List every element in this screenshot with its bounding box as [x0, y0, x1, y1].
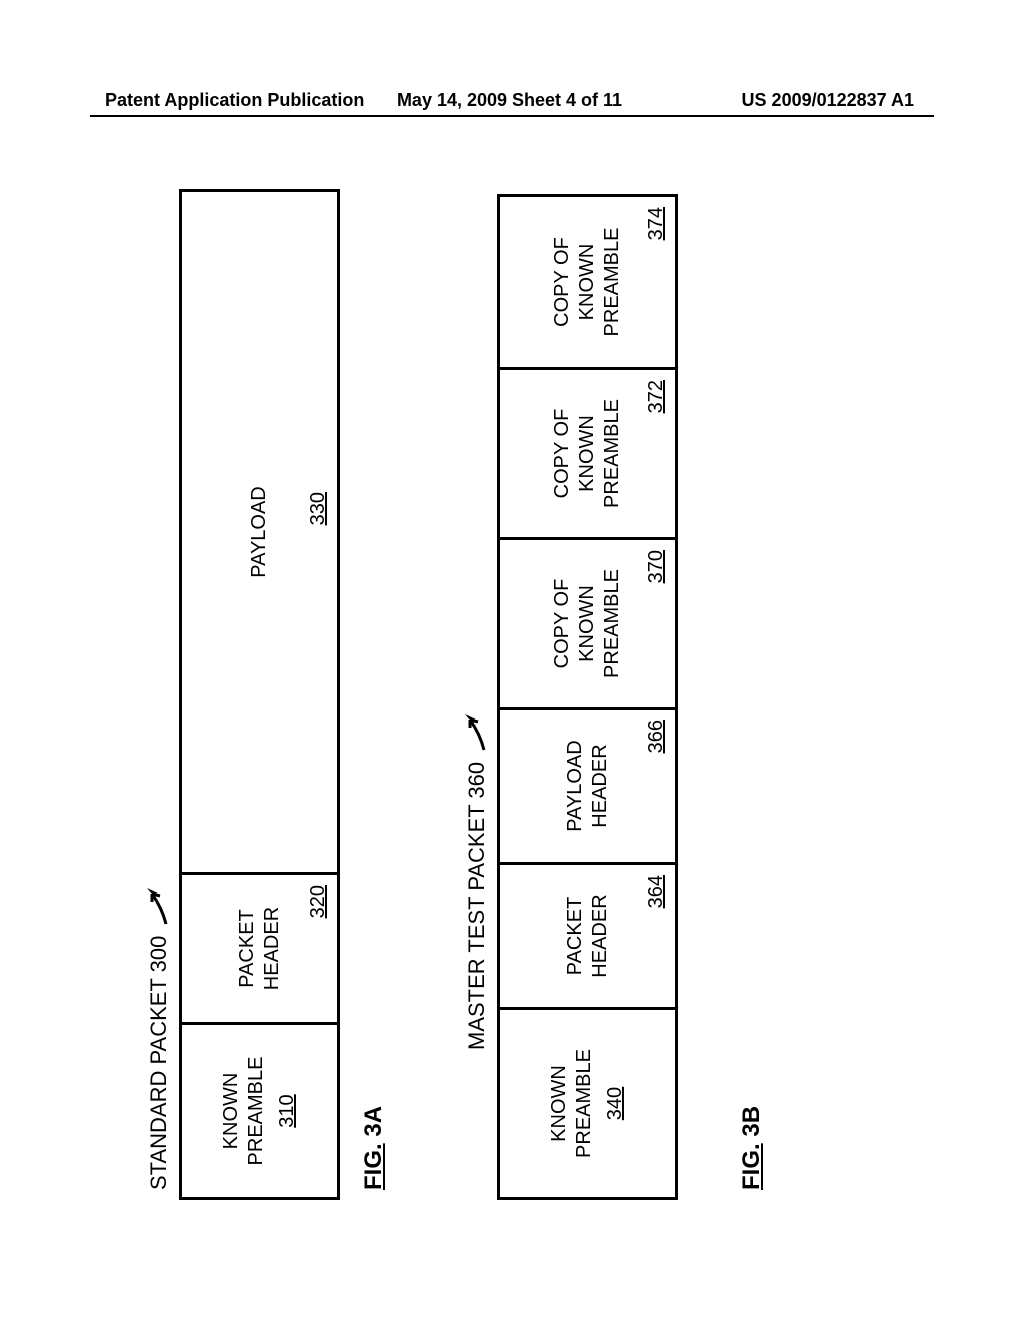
master-test-packet-cell-5: COPY OFKNOWNPREAMBLE 374	[500, 197, 675, 367]
spacer	[388, 140, 458, 1200]
standard-packet-cell-1-label: PACKETHEADER	[235, 907, 285, 990]
master-test-packet-cell-5-label: COPY OFKNOWNPREAMBLE	[550, 228, 625, 337]
fig-a-label-num: 3A	[360, 1106, 387, 1137]
master-test-packet-cell-2: PAYLOADHEADER 366	[500, 707, 675, 862]
fig-a-label-prefix: FIG.	[360, 1143, 387, 1190]
figure-content: STANDARD PACKET 300 KNOWNPREAMBLE310PACK…	[140, 140, 840, 1200]
master-test-packet-cell-4-label: COPY OFKNOWNPREAMBLE	[550, 399, 625, 508]
master-test-packet-cell-1: PACKETHEADER 364	[500, 862, 675, 1007]
standard-packet-cell-0-ref: 310	[275, 1094, 300, 1127]
doc-header: Patent Application Publication May 14, 2…	[0, 90, 1024, 111]
standard-packet-cell-0: KNOWNPREAMBLE310	[182, 1022, 337, 1197]
fig-b-label: FIG. 3B	[738, 140, 766, 1190]
master-test-packet: KNOWNPREAMBLE340 PACKETHEADER 364 PAYLOADHE…	[497, 194, 678, 1200]
master-test-packet-cell-3-label: COPY OFKNOWNPREAMBLE	[550, 569, 625, 678]
master-test-packet-cell-2-label: PAYLOADHEADER	[563, 740, 613, 832]
master-test-packet-cell-0-ref: 340	[603, 1087, 628, 1120]
arrow-icon	[144, 882, 177, 926]
header-left: Patent Application Publication	[105, 90, 375, 111]
standard-packet-cell-2-ref: 330	[306, 492, 331, 525]
master-test-packet-cell-3: COPY OFKNOWNPREAMBLE 370	[500, 537, 675, 707]
standard-packet-cell-1: PACKETHEADER 320	[182, 872, 337, 1022]
fig-a-title: STANDARD PACKET 300	[146, 936, 171, 1190]
master-test-packet-cell-1-ref: 364	[644, 875, 669, 908]
fig-a-label: FIG. 3A	[360, 140, 388, 1190]
header-right: US 2009/0122837 A1	[644, 90, 914, 111]
standard-packet-cell-1-ref: 320	[306, 885, 331, 918]
master-test-packet-cell-0: KNOWNPREAMBLE340	[500, 1007, 675, 1197]
master-test-packet-cell-4: COPY OFKNOWNPREAMBLE 372	[500, 367, 675, 537]
fig-b-title: MASTER TEST PACKET 360	[464, 762, 489, 1050]
master-test-packet-cell-0-label: KNOWNPREAMBLE	[547, 1049, 597, 1158]
arrow-icon	[462, 708, 495, 752]
fig-b-title-row: MASTER TEST PACKET 360	[458, 140, 491, 1050]
header-rule	[90, 115, 934, 117]
page: Patent Application Publication May 14, 2…	[0, 0, 1024, 1320]
standard-packet: KNOWNPREAMBLE310 PACKETHEADER 320 PAYLOAD 33…	[179, 189, 340, 1200]
header-center: May 14, 2009 Sheet 4 of 11	[375, 90, 645, 111]
fig-b-label-num: 3B	[738, 1106, 765, 1137]
standard-packet-cell-0-label: KNOWNPREAMBLE	[219, 1057, 269, 1166]
figure-rotated-area: STANDARD PACKET 300 KNOWNPREAMBLE310PACK…	[0, 320, 1020, 1020]
fig-b-label-prefix: FIG.	[738, 1143, 765, 1190]
standard-packet-cell-2-label: PAYLOAD	[247, 486, 272, 578]
master-test-packet-cell-1-label: PACKETHEADER	[563, 894, 613, 977]
fig-a-title-row: STANDARD PACKET 300	[140, 140, 173, 1190]
master-test-packet-cell-4-ref: 372	[644, 380, 669, 413]
master-test-packet-cell-3-ref: 370	[644, 550, 669, 583]
standard-packet-cell-2: PAYLOAD 330	[182, 192, 337, 872]
master-test-packet-cell-2-ref: 366	[644, 720, 669, 753]
master-test-packet-cell-5-ref: 374	[644, 207, 669, 240]
